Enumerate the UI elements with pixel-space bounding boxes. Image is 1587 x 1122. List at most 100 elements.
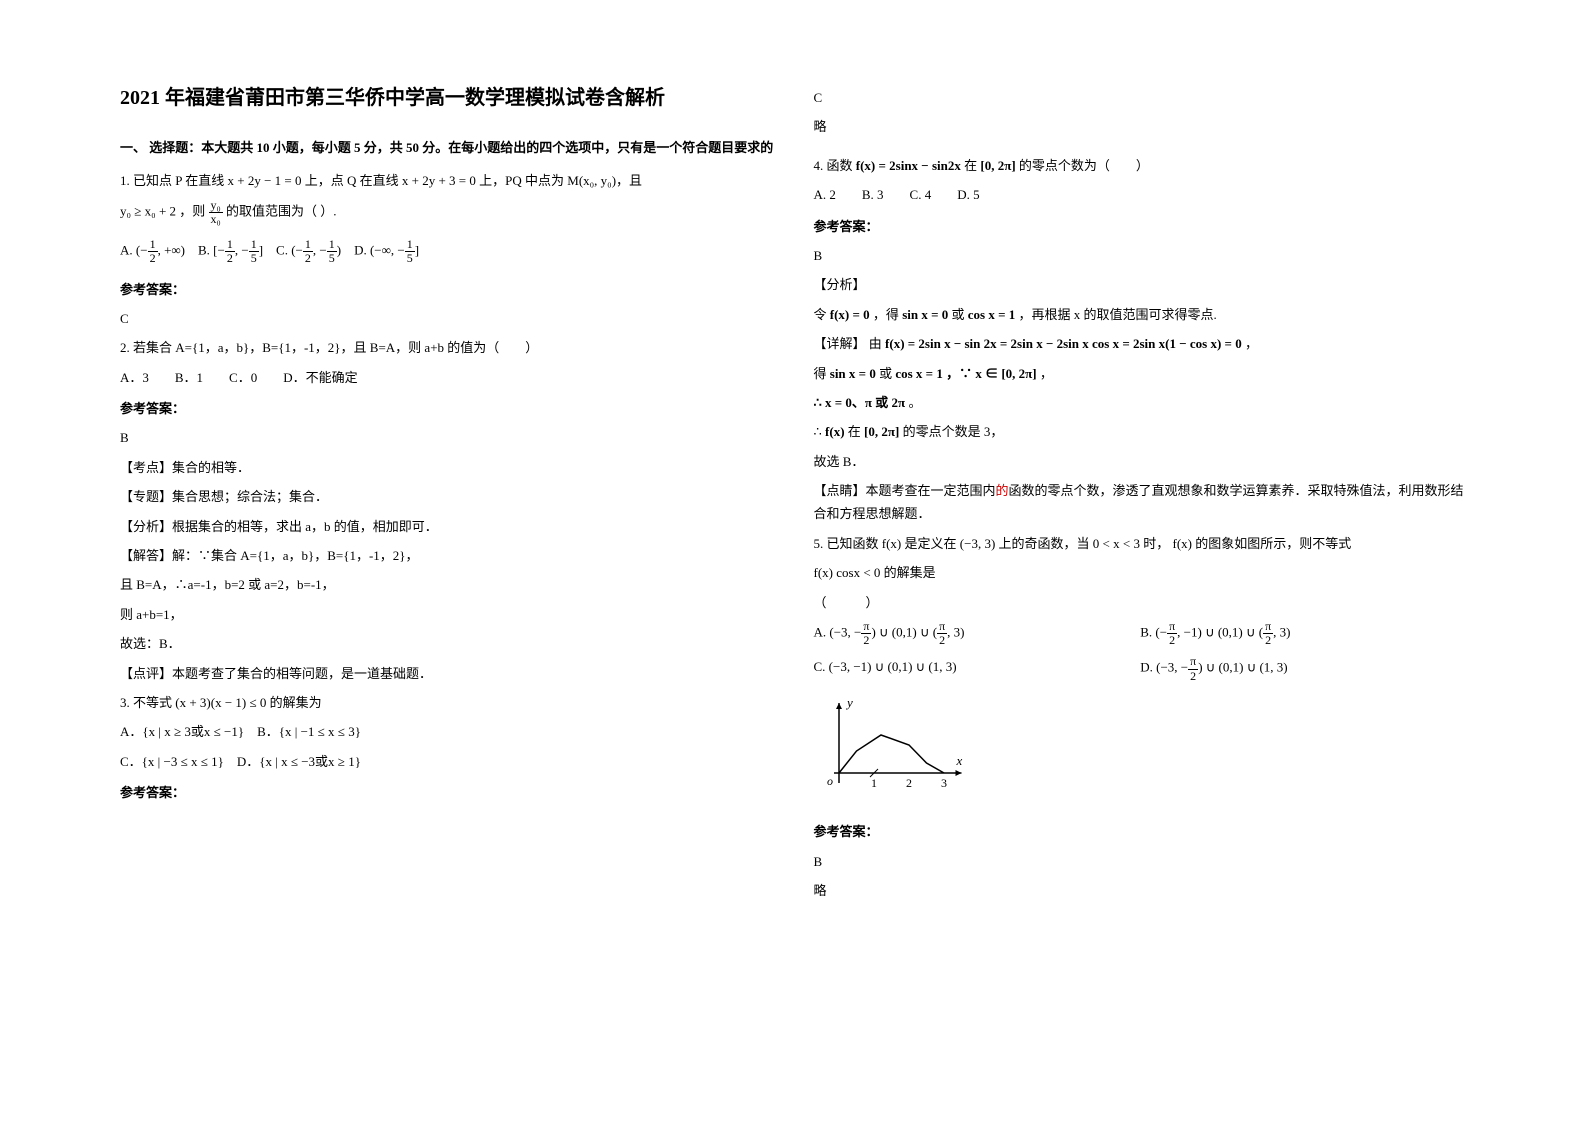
- q1-optC-pre: C.: [276, 243, 288, 258]
- q5-3: 上的奇函数，当: [999, 536, 1090, 551]
- fB2n: π: [1263, 620, 1273, 634]
- q4-analysis-1: 令 f(x) = 0 ，得 sin x = 0 或 cos x = 1 ，再根据…: [814, 303, 1468, 326]
- q4-a1-fx0: f(x) = 0: [830, 307, 870, 322]
- fA2: π2: [937, 620, 947, 647]
- q1-optA: (−: [136, 243, 148, 258]
- q5-4: 时，: [1143, 536, 1169, 551]
- function-curve-svg: yxo123: [814, 693, 964, 803]
- q4-pre: 4. 函数: [814, 158, 853, 173]
- q1-frac: y₀ x₀: [209, 199, 223, 226]
- q2-l6: 则 a+b=1，: [120, 603, 774, 626]
- q4-detail: 【详解】 由 f(x) = 2sin x − sin 2x = 2sin x −…: [814, 332, 1468, 355]
- q5-optC-wrap: C. (−3, −1) ∪ (0,1) ∪ (1, 3): [814, 655, 1141, 682]
- q4-comment-pre: 【点睛】本题考查在一定范围内: [814, 483, 996, 498]
- q4-a1-suf: ，再根据 x 的取值范围可求得零点.: [1019, 307, 1217, 322]
- f-b2: 15: [249, 238, 259, 265]
- q3-row2: C．{x | −3 ≤ x ≤ 1} D．{x | x ≤ −3或x ≥ 1}: [120, 750, 774, 773]
- q1-frac-num: y₀: [209, 199, 223, 213]
- q4-suf: 的零点个数为（ ）: [1019, 158, 1149, 173]
- fD: π2: [1188, 655, 1198, 682]
- f-c1: 12: [303, 238, 313, 265]
- f-d1: 15: [405, 238, 415, 265]
- q5-optD-wrap: D. (−3, −π2) ∪ (0,1) ∪ (1, 3): [1140, 655, 1467, 682]
- q5-optB-mid: , −1) ∪ (0,1) ∪ (: [1177, 625, 1263, 640]
- q2-l2: 【专题】集合思想；综合法；集合．: [120, 485, 774, 508]
- q4-a1-mid: ，得: [873, 307, 899, 322]
- q1-t4: ，则: [179, 203, 205, 218]
- q4-th2-fx: f(x): [825, 424, 845, 439]
- q1-optD-suf: ]: [415, 243, 419, 258]
- q3-stem: 3. 不等式 (x + 3)(x − 1) ≤ 0 的解集为: [120, 691, 774, 714]
- q4-int: [0, 2π]: [980, 158, 1015, 173]
- q5-answer-label: 参考答案：: [814, 820, 1468, 843]
- page-title: 2021 年福建省莆田市第三华侨中学高一数学理模拟试卷含解析: [120, 80, 774, 116]
- q1-optB-l: [−: [213, 243, 225, 258]
- q4-answer: B: [814, 244, 1468, 267]
- q4-detail-suf: ，: [1245, 336, 1258, 351]
- q5-ineq: f(x) cosx < 0: [814, 565, 881, 580]
- q2-l1: 【考点】集合的相等．: [120, 456, 774, 479]
- svg-text:o: o: [827, 774, 833, 788]
- q4-therefore1: ∴ x = 0、π 或 2π 。: [814, 391, 1468, 414]
- q3-expr: (x + 3)(x − 1) ≤ 0: [175, 695, 266, 710]
- q5-fx2: f(x): [1172, 536, 1192, 551]
- fc1n: 1: [303, 238, 313, 252]
- q5-ineq-line: f(x) cosx < 0 的解集是: [814, 561, 1468, 584]
- fa1d: 2: [148, 252, 158, 265]
- q4-therefore3: 故选 B．: [814, 450, 1468, 473]
- q4-comment: 【点睛】本题考查在一定范围内的函数的零点个数，渗透了直观想象和数学运算素养．采取…: [814, 479, 1468, 526]
- fB2d: 2: [1263, 634, 1273, 647]
- fAd: 2: [861, 634, 871, 647]
- svg-text:1: 1: [871, 776, 877, 790]
- q2-answer: B: [120, 426, 774, 449]
- q5-optA-mid: ) ∪ (0,1) ∪ (: [871, 625, 937, 640]
- q5-optD-pre: D.: [1140, 660, 1153, 675]
- q1-optC-suf: ): [337, 243, 341, 258]
- q3-optA: A．{x | x ≥ 3或x ≤ −1}: [120, 724, 244, 739]
- q1-optB-pre: B.: [198, 243, 210, 258]
- q4-th2-pre: ∴: [814, 424, 822, 439]
- q3-row1: A．{x | x ≥ 3或x ≤ −1} B．{x | −1 ≤ x ≤ 3}: [120, 720, 774, 743]
- svg-text:y: y: [845, 695, 853, 710]
- q5-paren: （ ）: [814, 591, 1468, 614]
- q5-optA-wrap: A. (−3, −π2) ∪ (0,1) ∪ (π2, 3): [814, 620, 1141, 647]
- fc2n: 1: [327, 238, 337, 252]
- q1-options: A. (−12, +∞) B. [−12, −15] C. (−12, −15)…: [120, 238, 774, 265]
- fb1d: 2: [225, 252, 235, 265]
- q3-optC: C．{x | −3 ≤ x ≤ 1}: [120, 754, 224, 769]
- q4-answer-label: 参考答案：: [814, 215, 1468, 238]
- fd1d: 5: [405, 252, 415, 265]
- q4-a1-or: 或: [952, 307, 965, 322]
- q3-extra: 略: [814, 115, 1468, 138]
- fBn: π: [1167, 620, 1177, 634]
- fd1n: 1: [405, 238, 415, 252]
- q5-answer: B: [814, 850, 1468, 873]
- q2-l7: 故选：B．: [120, 632, 774, 655]
- q4-th2-int: [0, 2π]: [864, 424, 899, 439]
- q5-optB-pre: B.: [1140, 625, 1152, 640]
- q5-5: 的图象如图所示，则不等式: [1195, 536, 1351, 551]
- q1-optA-suf: , +∞): [158, 243, 185, 258]
- q3-pre: 3. 不等式: [120, 695, 172, 710]
- q1-answer: C: [120, 307, 774, 330]
- q2-stem: 2. 若集合 A={1，a，b}，B={1，-1，2}，且 B=A，则 a+b …: [120, 336, 774, 359]
- q4-a1-pre: 令: [814, 307, 827, 322]
- q4-get-cos: cos x = 1: [895, 366, 943, 381]
- svg-text:3: 3: [941, 776, 947, 790]
- q4-stem: 4. 函数 f(x) = 2sinx − sin2x 在 [0, 2π] 的零点…: [814, 154, 1468, 177]
- q1-cond: y₀ ≥ x₀ + 2 ，则 y₀ x₀ 的取值范围为（ ）.: [120, 199, 774, 226]
- q4-detail-pre: 由: [869, 336, 882, 351]
- q2-l4: 【解答】解：∵集合 A={1，a，b}，B={1，-1，2}，: [120, 544, 774, 567]
- q5-2: 是定义在: [905, 536, 957, 551]
- q1-optD-l: (−∞, −: [370, 243, 405, 258]
- fA2d: 2: [937, 634, 947, 647]
- q1-cond-t: y₀ ≥ x₀ + 2: [120, 203, 176, 218]
- fA: π2: [861, 620, 871, 647]
- q5-int: (−3, 3): [960, 536, 996, 551]
- q1-t5: 的取值范围为（ ）.: [226, 203, 337, 218]
- q5-optB-end: , 3): [1273, 625, 1290, 640]
- f-c2: 15: [327, 238, 337, 265]
- q4-opts: A. 2 B. 3 C. 4 D. 5: [814, 183, 1468, 206]
- q4-get-because: ，∵ x ∈ [0, 2π]: [946, 366, 1037, 381]
- q2-answer-label: 参考答案：: [120, 397, 774, 420]
